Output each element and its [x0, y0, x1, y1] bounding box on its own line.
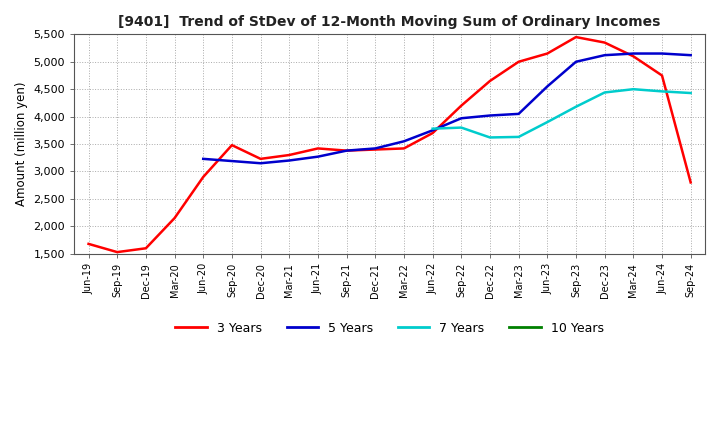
- Legend: 3 Years, 5 Years, 7 Years, 10 Years: 3 Years, 5 Years, 7 Years, 10 Years: [171, 317, 608, 340]
- Title: [9401]  Trend of StDev of 12-Month Moving Sum of Ordinary Incomes: [9401] Trend of StDev of 12-Month Moving…: [118, 15, 661, 29]
- Y-axis label: Amount (million yen): Amount (million yen): [15, 82, 28, 206]
